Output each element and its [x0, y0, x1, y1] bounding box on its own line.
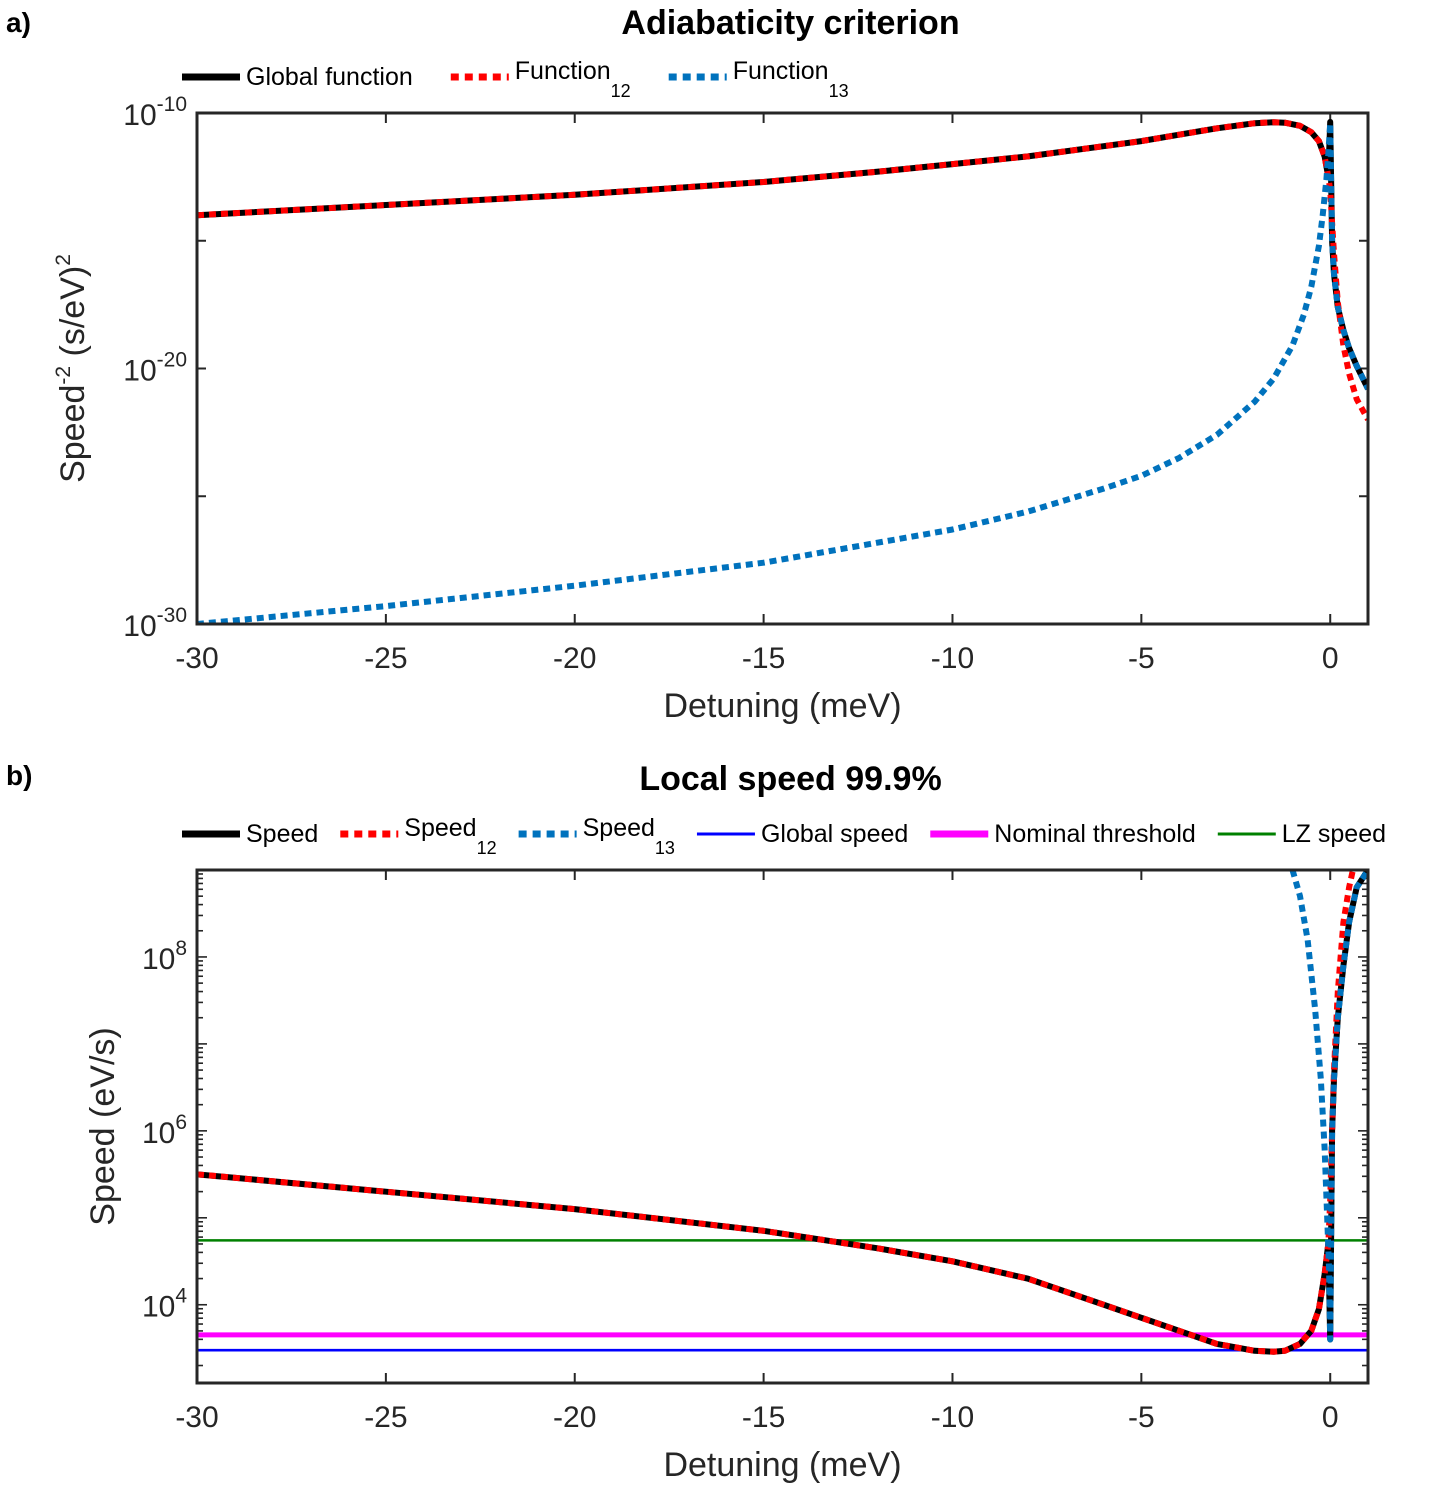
legend-label: Speed13 [583, 814, 675, 858]
legend: Global function Function12 Function13 [182, 57, 849, 101]
axes-box [195, 111, 1370, 626]
series-function-13 [197, 120, 1368, 624]
y-tick-label: 106 [142, 1111, 187, 1150]
legend: Speed Speed12 Speed13 Global speed Nominal t… [182, 814, 1386, 858]
x-tick-label: 0 [1322, 642, 1339, 675]
series-function-12 [197, 119, 1368, 422]
series-speed-13 [1289, 870, 1368, 1343]
legend-item: Nominal threshold [930, 820, 1196, 848]
chart-title: Local speed 99.9% [639, 760, 941, 798]
x-axis-label: Detuning (meV) [663, 687, 901, 725]
legend-item: Speed [182, 820, 318, 848]
series-speed-12 [197, 870, 1356, 1355]
plot-lines [197, 118, 1368, 624]
x-tick-label: -5 [1128, 642, 1155, 675]
legend-label: Speed [246, 820, 318, 848]
chart-panel-a: a) Adiabaticity criterion -30 -25 -20 -15 -10 -… [6, 4, 1370, 725]
legend-label: Function12 [515, 57, 631, 101]
x-tick-label: -10 [931, 1401, 974, 1434]
legend-label: Global function [246, 63, 413, 91]
legend-label: Speed12 [404, 814, 496, 858]
legend-label: LZ speed [1282, 820, 1386, 848]
legend-label: Global speed [761, 820, 908, 848]
legend-item: Function12 [450, 57, 631, 101]
x-tick-label: -15 [742, 642, 785, 675]
chart-title: Adiabaticity criterion [621, 4, 959, 42]
axes-box [195, 868, 1370, 1385]
panel-label: a) [6, 7, 31, 38]
x-tick-label: -5 [1128, 1401, 1155, 1434]
plot-area [197, 870, 1368, 1383]
legend-item: Global function [182, 63, 413, 91]
x-tick-label: -20 [553, 642, 596, 675]
chart-panel-b: b) Local speed 99.9% -30 -25 -20 -15 -10 -5 0 104… [6, 760, 1386, 1484]
x-tick-label: -15 [742, 1401, 785, 1434]
x-tick-label: -10 [931, 642, 974, 675]
x-tick-label: -30 [175, 1401, 218, 1434]
legend-item: Speed12 [340, 814, 497, 858]
x-tick-label: -20 [553, 1401, 596, 1434]
legend-item: Function13 [668, 57, 849, 101]
legend-item: Speed13 [518, 814, 675, 858]
legend-item: Global speed [696, 820, 908, 848]
y-axis-label: Speed (eV/s) [84, 1027, 122, 1225]
y-tick-label: 104 [142, 1285, 187, 1324]
y-axis-label: Speed-2 (s/eV)2 [52, 254, 92, 483]
plot-lines [197, 870, 1368, 1355]
y-tick-label: 10-20 [123, 349, 187, 388]
plot-area [197, 113, 1368, 624]
x-tick-label: -25 [364, 1401, 407, 1434]
y-tick-label: 10-30 [123, 604, 187, 643]
x-tick-label: -25 [364, 642, 407, 675]
x-axis-label: Detuning (meV) [663, 1446, 901, 1484]
legend-item: LZ speed [1217, 820, 1386, 848]
legend-label: Function13 [733, 57, 849, 101]
x-tick-label: -30 [175, 642, 218, 675]
y-tick-label: 10-10 [123, 93, 187, 132]
legend-label: Nominal threshold [994, 820, 1196, 848]
x-tick-label: 0 [1322, 1401, 1339, 1434]
y-tick-label: 108 [142, 937, 187, 976]
panel-label: b) [6, 760, 32, 791]
